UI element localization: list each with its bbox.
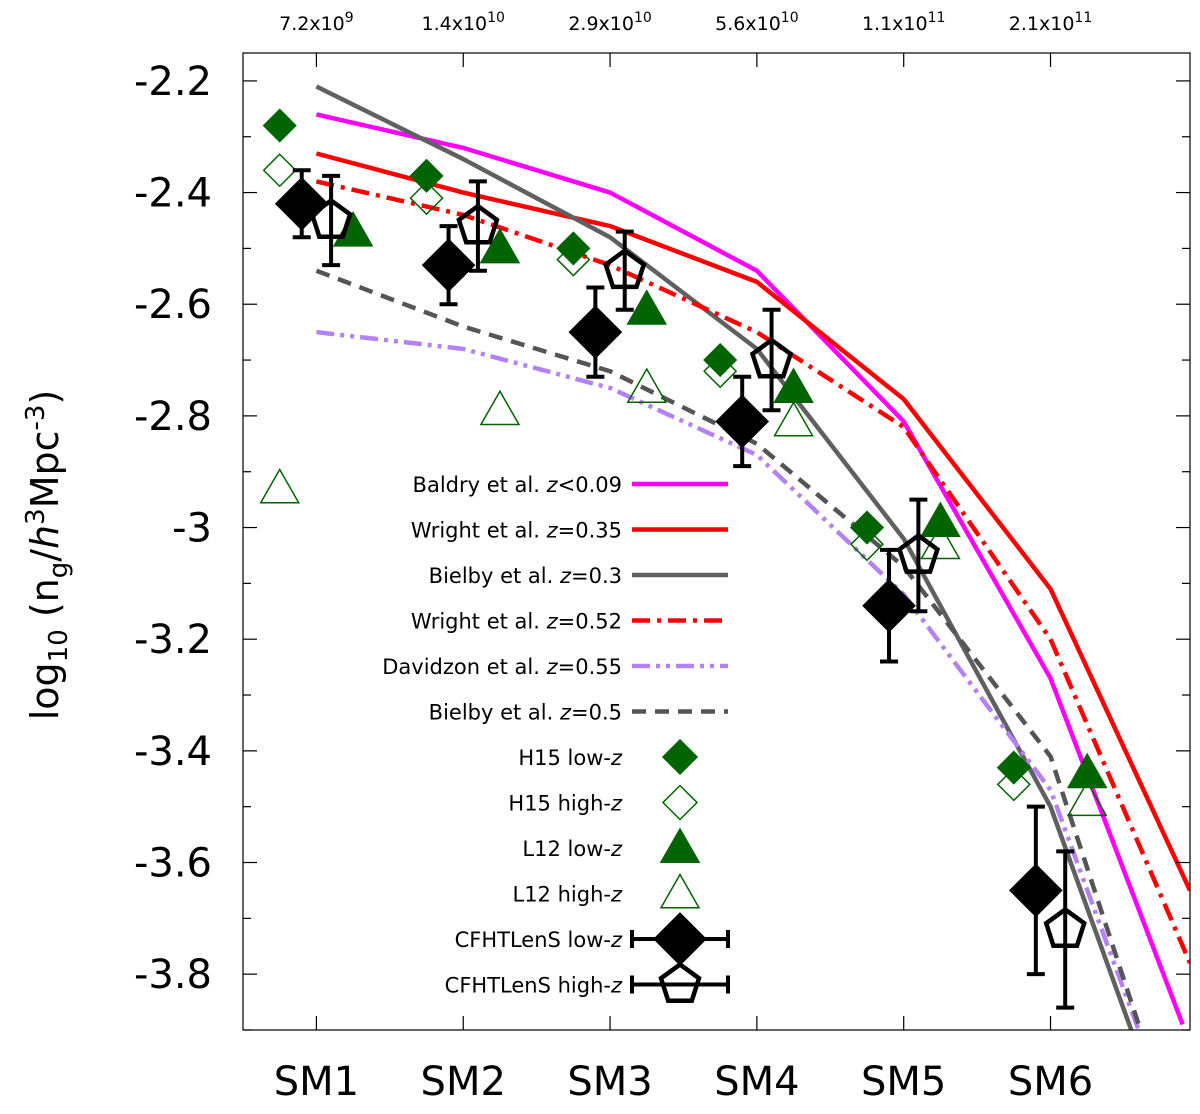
legend-label: Bielby et al. z=0.5 bbox=[429, 701, 622, 725]
point-series-3 bbox=[626, 289, 668, 325]
point-series-1 bbox=[556, 231, 591, 266]
x-tick-label: SM6 bbox=[1008, 1059, 1093, 1105]
top-mass-label: 7.2x109 bbox=[279, 10, 354, 35]
point-series-2 bbox=[703, 354, 738, 389]
point-series-6 bbox=[896, 532, 941, 574]
top-mass-label: 2.9x1010 bbox=[568, 10, 651, 35]
x-tick-label: SM1 bbox=[274, 1059, 359, 1105]
point-series-2 bbox=[849, 527, 885, 562]
y-tick-label: -2.4 bbox=[134, 171, 212, 217]
point-series-2 bbox=[409, 181, 444, 216]
point-series-5 bbox=[715, 394, 770, 449]
point-series-1 bbox=[409, 158, 444, 193]
y-tick-label: -3.8 bbox=[134, 952, 212, 998]
x-tick-label: SM2 bbox=[421, 1059, 506, 1105]
legend-label: CFHTLenS high-z bbox=[445, 974, 623, 998]
point-series-2 bbox=[262, 153, 297, 188]
point-series-5 bbox=[421, 238, 476, 292]
point-series-2 bbox=[556, 242, 591, 277]
point-series-5 bbox=[862, 578, 916, 633]
series-line-6 bbox=[315, 268, 1141, 1026]
legend-label: H15 high-z bbox=[508, 792, 623, 816]
legend-marker-swatch bbox=[661, 738, 699, 776]
point-series-3 bbox=[920, 501, 961, 537]
legend-marker-swatch bbox=[653, 912, 707, 966]
legend-label: Wright et al. z=0.35 bbox=[411, 519, 622, 543]
point-series-4 bbox=[626, 367, 668, 403]
series-line-2 bbox=[315, 151, 1190, 892]
y-tick-label: -2.2 bbox=[134, 59, 212, 105]
legend-marker-swatch bbox=[658, 961, 702, 1003]
legend-label: Bielby et al. z=0.3 bbox=[429, 564, 622, 588]
y-axis-label: log10 (ng/h3Mpc-3) bbox=[21, 390, 74, 721]
top-mass-labels: 7.2x109 1.4x1010 2.9x1010 5.6x1010 1.1x1011 2… bbox=[279, 10, 1092, 35]
data-points bbox=[259, 108, 1108, 1010]
point-series-4 bbox=[1066, 780, 1108, 817]
point-series-3 bbox=[1066, 752, 1108, 789]
point-series-3 bbox=[479, 227, 521, 264]
legend-label: Baldry et al. z<0.09 bbox=[413, 473, 622, 497]
plot-frame bbox=[242, 52, 1191, 1031]
legend-label: H15 low-z bbox=[518, 746, 623, 770]
top-mass-label: 1.1x1011 bbox=[862, 10, 945, 35]
legend: Baldry et al. z<0.09 Wright et al. z=0.35… bbox=[382, 473, 730, 1003]
point-series-6 bbox=[456, 203, 500, 245]
legend-marker-swatch bbox=[661, 784, 699, 821]
point-series-3 bbox=[332, 211, 374, 247]
point-series-1 bbox=[262, 108, 297, 143]
y-tick-label: -2.6 bbox=[134, 282, 212, 328]
point-series-6 bbox=[1043, 906, 1087, 948]
point-series-4 bbox=[479, 389, 521, 426]
legend-label: Davidzon et al. z=0.55 bbox=[382, 655, 622, 679]
y-tick-label: -3 bbox=[172, 506, 212, 552]
point-series-2 bbox=[996, 767, 1031, 802]
y-tick-label: -3.6 bbox=[134, 841, 212, 887]
top-mass-label: 5.6x1010 bbox=[715, 10, 798, 35]
legend-label: Wright et al. z=0.52 bbox=[411, 610, 622, 634]
point-series-6 bbox=[603, 247, 647, 290]
series-line-1 bbox=[315, 112, 1185, 1026]
y-tick-label: -3.2 bbox=[134, 617, 212, 663]
x-tick-label: SM3 bbox=[567, 1059, 652, 1105]
point-series-5 bbox=[274, 176, 329, 231]
point-series-1 bbox=[703, 342, 738, 378]
point-series-4 bbox=[259, 467, 300, 504]
y-tick-label: -2.8 bbox=[134, 394, 212, 440]
series-line-5 bbox=[316, 329, 1141, 1030]
legend-marker-swatch bbox=[659, 827, 701, 863]
x-axis: SM1 SM2 SM3 SM4 SM5 SM6 bbox=[274, 53, 1093, 1105]
x-tick-label: SM5 bbox=[861, 1059, 946, 1105]
top-mass-label: 1.4x1010 bbox=[421, 10, 504, 35]
series-line-3 bbox=[315, 84, 1134, 1030]
point-series-5 bbox=[1009, 863, 1063, 918]
legend-label: CFHTLenS low-z bbox=[455, 928, 623, 952]
top-mass-label: 2.1x1011 bbox=[1009, 10, 1092, 35]
y-tick-label: -3.4 bbox=[134, 729, 212, 775]
legend-label: L12 high-z bbox=[513, 883, 623, 907]
point-series-6 bbox=[309, 197, 353, 239]
point-series-5 bbox=[568, 305, 623, 359]
legend-label: L12 low-z bbox=[522, 837, 623, 861]
point-series-4 bbox=[773, 400, 814, 437]
legend-marker-swatch bbox=[659, 872, 701, 909]
y-axis: -2.2 -2.4 -2.6 -2.8 -3 -3.2 -3.4 -3.6 -3.8 bbox=[134, 59, 1190, 1031]
point-series-6 bbox=[749, 337, 794, 379]
x-tick-label: SM4 bbox=[714, 1059, 799, 1105]
